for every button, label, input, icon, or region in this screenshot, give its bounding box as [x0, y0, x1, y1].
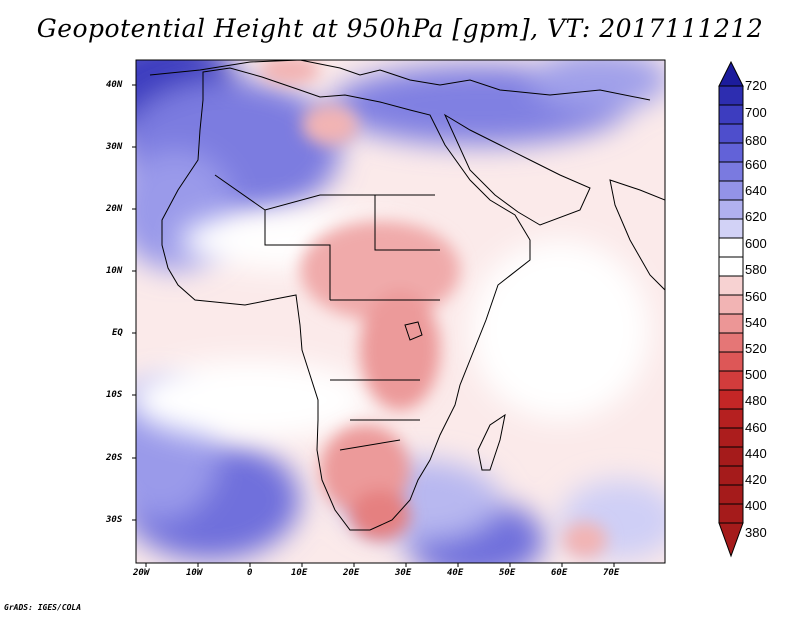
- colorbar-swatch: [718, 503, 744, 524]
- arabian-peninsula: [443, 113, 591, 226]
- lat-label: 20N: [106, 204, 123, 214]
- lon-label: 0: [247, 568, 253, 578]
- colorbar-swatch: [718, 199, 744, 220]
- colorbar-label: 540: [745, 315, 767, 330]
- lon-label: 40E: [447, 568, 464, 578]
- colorbar-label: 520: [745, 341, 767, 356]
- colorbar-label: 440: [745, 446, 767, 461]
- colorbar-swatch: [718, 218, 744, 239]
- colorbar-label: 680: [745, 133, 767, 148]
- colorbar-label: 500: [745, 367, 767, 382]
- grads-credit: GrADS: IGES/COLA: [4, 603, 82, 612]
- colorbar-label: 420: [745, 472, 767, 487]
- colorbar-top-arrow: [718, 60, 744, 87]
- lon-label: 60E: [551, 568, 568, 578]
- colorbar-swatch: [718, 351, 744, 372]
- height-field: [136, 60, 665, 563]
- colorbar-swatch: [718, 465, 744, 486]
- colorbar-swatch: [718, 389, 744, 410]
- colorbar-swatch: [718, 484, 744, 505]
- lat-label: EQ: [112, 328, 123, 338]
- madagascar: [477, 413, 506, 471]
- lat-label: 20S: [106, 453, 123, 463]
- lon-label: 70E: [603, 568, 620, 578]
- lon-label: 20W: [133, 568, 150, 578]
- lon-label: 50E: [499, 568, 516, 578]
- map-frame: [135, 59, 666, 564]
- colorbar-swatch: [718, 161, 744, 182]
- lon-label: 10W: [186, 568, 203, 578]
- africa-coastline: [161, 67, 531, 531]
- lon-label: 20E: [343, 568, 360, 578]
- colorbar-swatch: [718, 408, 744, 429]
- colorbar-swatch: [718, 446, 744, 467]
- lat-label: 30S: [106, 515, 123, 525]
- colorbar-swatch: [718, 313, 744, 334]
- colorbar-label: 700: [745, 105, 767, 120]
- colorbar-swatch: [718, 332, 744, 353]
- colorbar-label: 560: [745, 289, 767, 304]
- colorbar-swatch: [718, 294, 744, 315]
- borders: [214, 174, 440, 451]
- colorbar-label: 640: [745, 183, 767, 198]
- colorbar-swatch: [718, 275, 744, 296]
- colorbar-label: 480: [745, 393, 767, 408]
- colorbar-label: 400: [745, 498, 767, 513]
- colorbar-swatch: [718, 123, 744, 144]
- colorbar-swatch: [718, 237, 744, 258]
- india: [609, 179, 665, 291]
- colorbar-swatch: [718, 104, 744, 125]
- lat-label: 10N: [106, 266, 123, 276]
- colorbar-swatch: [718, 85, 744, 106]
- colorbar-label: 600: [745, 236, 767, 251]
- lon-label: 30E: [395, 568, 412, 578]
- lon-label: 10E: [291, 568, 308, 578]
- lat-label: 40N: [106, 80, 123, 90]
- colorbar-label: 660: [745, 157, 767, 172]
- colorbar-swatch: [718, 180, 744, 201]
- colorbar-swatch: [718, 370, 744, 391]
- colorbar-swatch: [718, 256, 744, 277]
- colorbar-swatch: [718, 427, 744, 448]
- colorbar-label: 620: [745, 209, 767, 224]
- colorbar-label: 720: [745, 78, 767, 93]
- colorbar-label: 460: [745, 420, 767, 435]
- colorbar: [718, 60, 744, 558]
- lake-victoria: [404, 321, 423, 341]
- colorbar-label: 380: [745, 525, 767, 540]
- colorbar-label: 580: [745, 262, 767, 277]
- lat-label: 10S: [106, 390, 123, 400]
- colorbar-bottom-arrow: [718, 522, 744, 558]
- map-title: Geopotential Height at 950hPa [gpm], VT:…: [36, 14, 764, 43]
- colorbar-swatch: [718, 142, 744, 163]
- lat-label: 30N: [106, 142, 123, 152]
- europe-coast: [149, 60, 651, 101]
